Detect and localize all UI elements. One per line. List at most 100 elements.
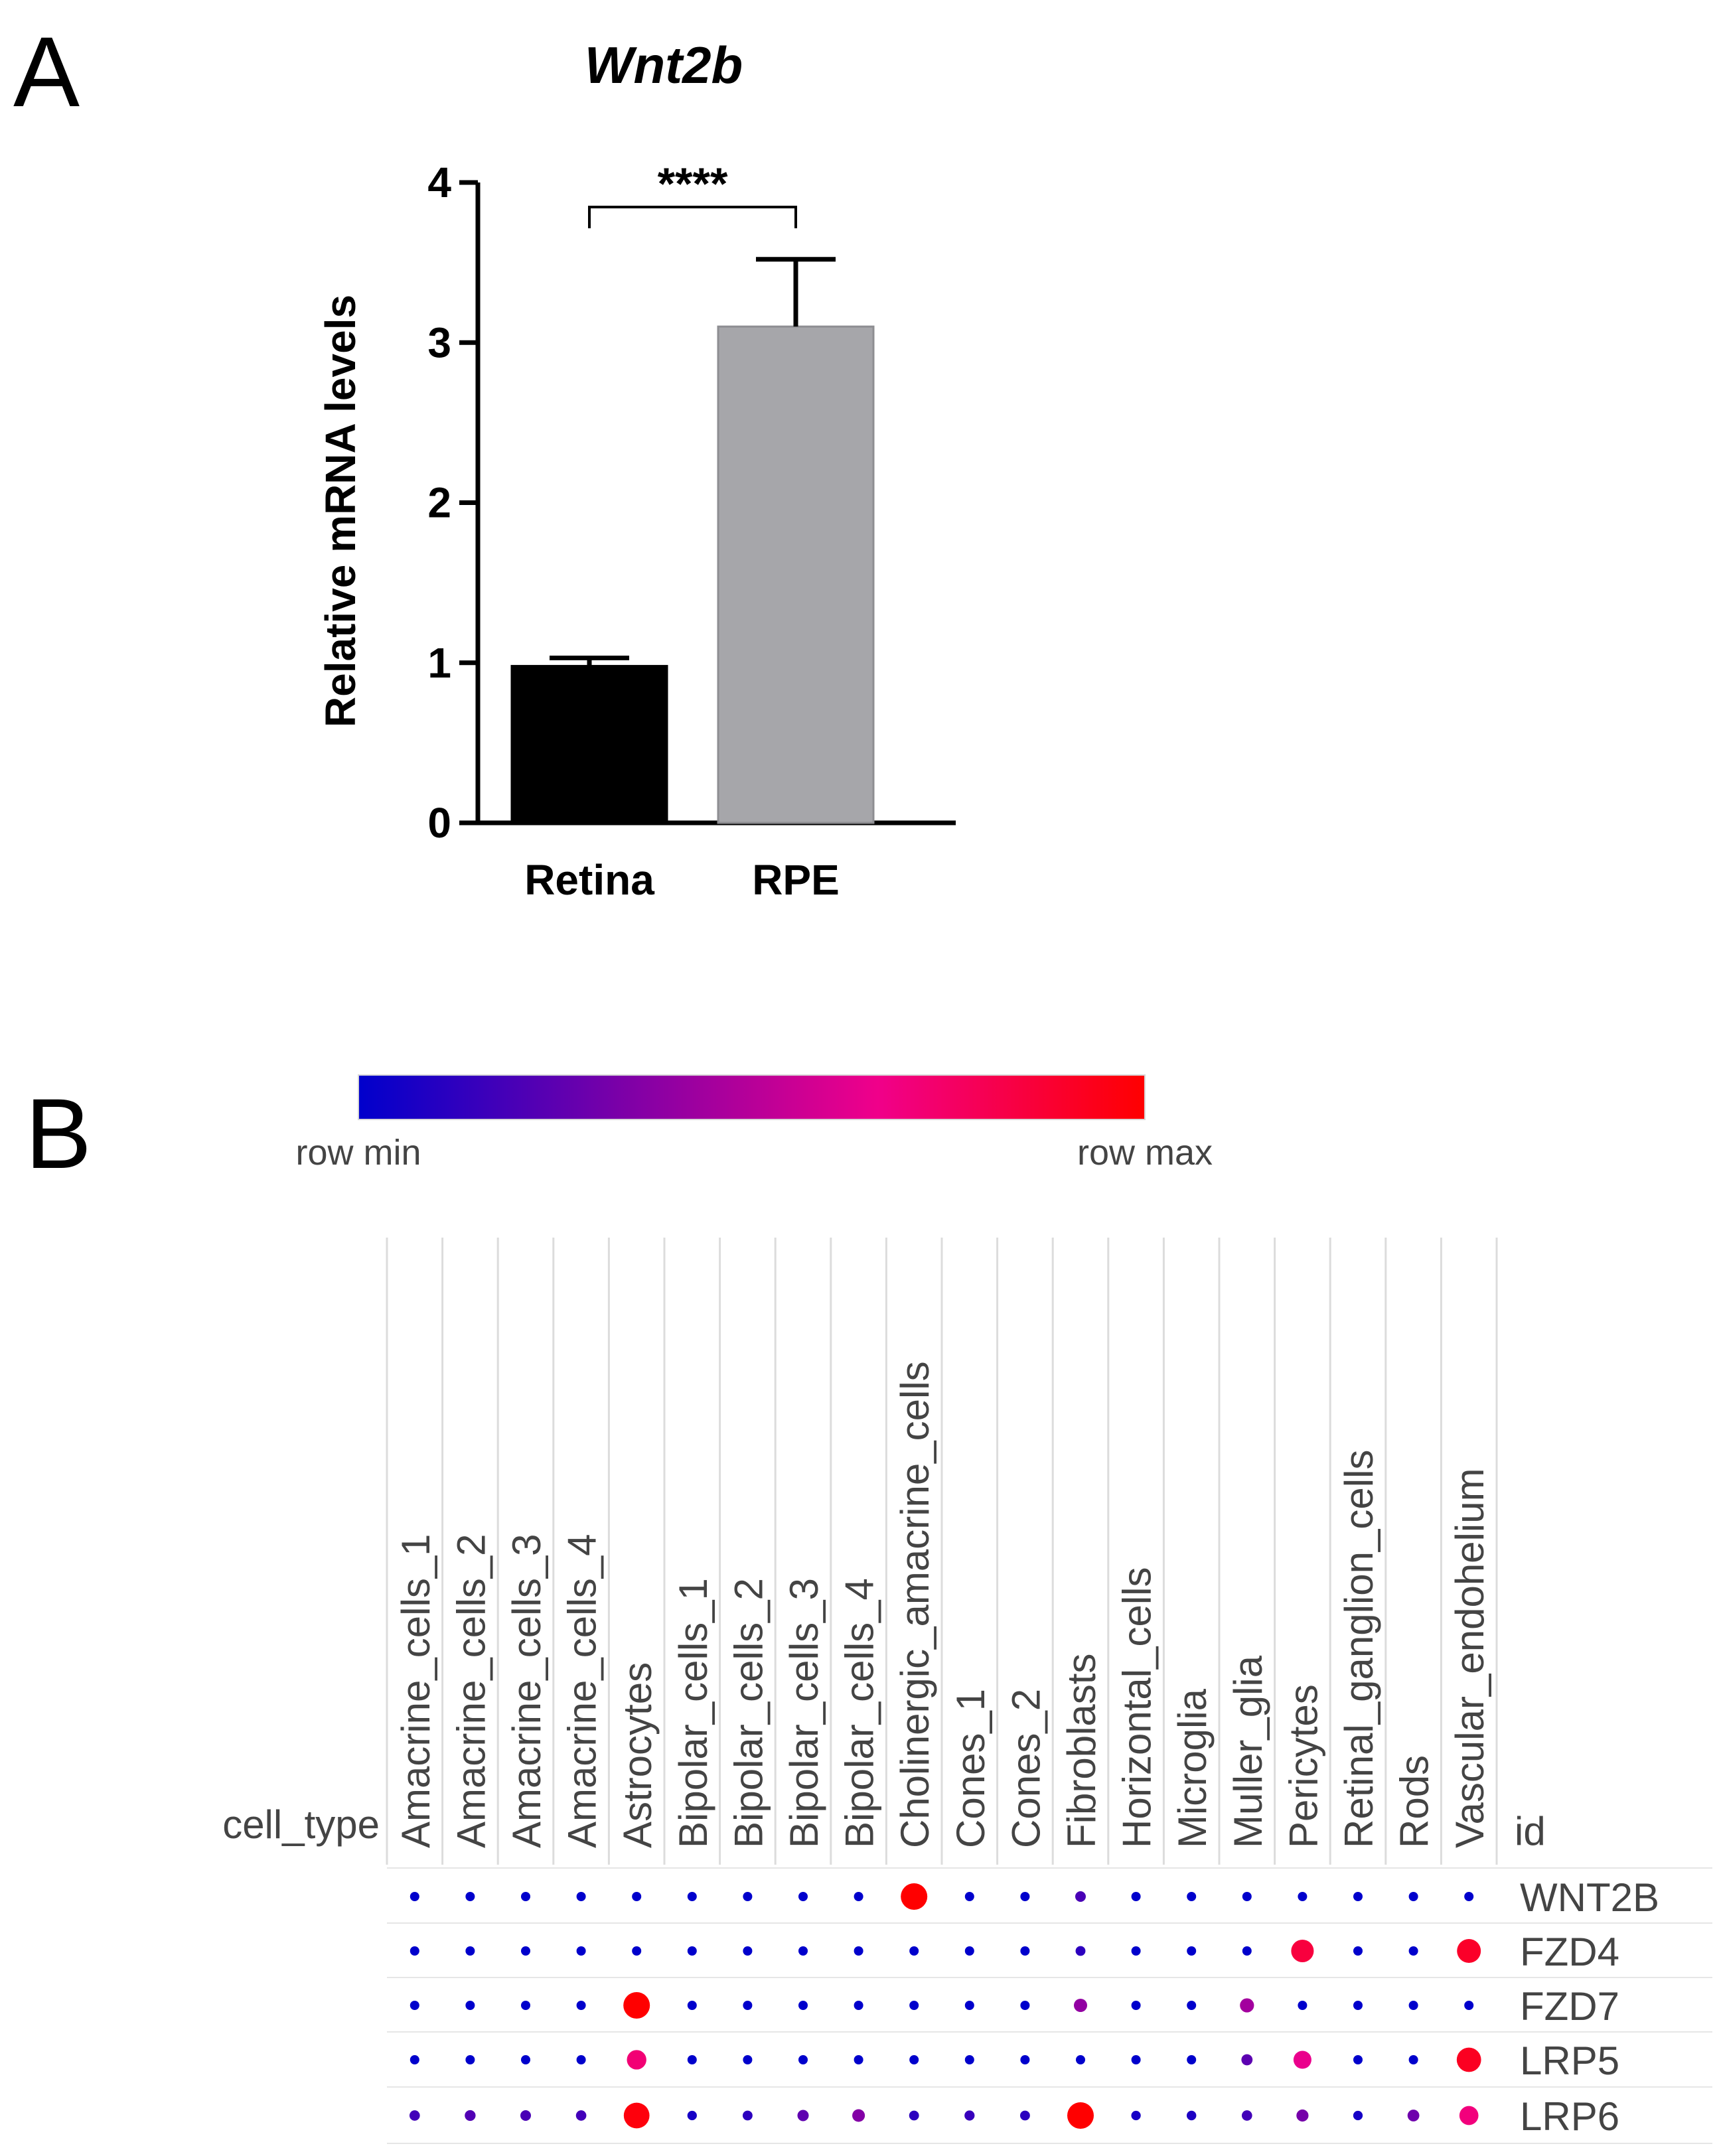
- dot-wnt2b-astrocytes: [632, 1892, 642, 1901]
- row-label: FZD4: [1520, 1930, 1619, 1974]
- significance-label: ****: [658, 159, 728, 209]
- dot-fzd4-retinal_ganglion_cells: [1353, 1946, 1363, 1956]
- dot-lrp6-bipolar_cells_1: [687, 2110, 697, 2121]
- dot-lrp6-fibroblasts: [1067, 2102, 1094, 2129]
- bar-y-tick-label: 3: [427, 319, 451, 366]
- dot-fzd7-bipolar_cells_2: [743, 2001, 753, 2010]
- bar-y-axis-label: Relative mRNA levels: [317, 295, 364, 727]
- dot-fzd7-retinal_ganglion_cells: [1353, 2001, 1363, 2010]
- bar-retina: [510, 665, 668, 824]
- column-label: Retinal_ganglion_cells: [1337, 1450, 1381, 1848]
- dot-lrp6-retinal_ganglion_cells: [1353, 2110, 1363, 2121]
- dot-fzd4-cones_1: [964, 1946, 974, 1956]
- dot-wnt2b-amacrine_cells_4: [576, 1892, 586, 1901]
- dot-fzd7-amacrine_cells_2: [465, 2001, 475, 2010]
- dot-lrp5-horizontal_cells: [1131, 2055, 1141, 2064]
- dot-fzd4-astrocytes: [632, 1946, 642, 1956]
- dot-fzd7-astrocytes: [623, 1992, 650, 2019]
- dot-fzd4-amacrine_cells_1: [410, 1946, 419, 1956]
- color-scale-bar: [358, 1074, 1146, 1120]
- column-label: Horizontal_cells: [1115, 1567, 1159, 1848]
- dot-lrp6-bipolar_cells_3: [797, 2110, 809, 2121]
- dot-lrp5-retinal_ganglion_cells: [1353, 2055, 1363, 2064]
- dot-fzd4-bipolar_cells_1: [687, 1946, 697, 1956]
- dot-fzd7-amacrine_cells_1: [410, 2001, 419, 2010]
- dot-lrp5-bipolar_cells_4: [854, 2055, 863, 2064]
- row-label: WNT2B: [1520, 1875, 1659, 1920]
- dot-lrp5-muller_glia: [1241, 2054, 1253, 2066]
- panel-b-letter: B: [25, 1078, 92, 1189]
- bar-chart-title: Wnt2b: [585, 36, 743, 94]
- dot-fzd4-bipolar_cells_3: [798, 1946, 808, 1956]
- dot-lrp6-pericytes: [1296, 2109, 1309, 2122]
- dot-wnt2b-cholinergic_amacrine_cells: [901, 1883, 928, 1910]
- dot-fzd7-rods: [1408, 2001, 1418, 2010]
- dot-wnt2b-amacrine_cells_3: [521, 1892, 530, 1901]
- bar-y-tick-label: 0: [427, 799, 451, 847]
- column-label: Cones_1: [948, 1689, 993, 1848]
- dot-fzd4-bipolar_cells_4: [854, 1946, 863, 1956]
- dot-fzd4-vascular_endohelium: [1457, 1939, 1481, 1963]
- dot-wnt2b-bipolar_cells_2: [743, 1892, 753, 1901]
- dot-fzd7-pericytes: [1298, 2001, 1308, 2010]
- dot-lrp5-microglia: [1187, 2055, 1197, 2064]
- column-label: Bipolar_cells_4: [838, 1578, 882, 1848]
- dot-lrp5-bipolar_cells_2: [743, 2055, 753, 2064]
- dot-wnt2b-bipolar_cells_4: [854, 1892, 863, 1901]
- dot-fzd7-fibroblasts: [1073, 1998, 1088, 2013]
- dot-lrp5-amacrine_cells_4: [576, 2055, 586, 2064]
- dot-fzd7-muller_glia: [1240, 1998, 1254, 2013]
- dot-fzd4-horizontal_cells: [1131, 1946, 1141, 1956]
- dot-wnt2b-amacrine_cells_2: [465, 1892, 475, 1901]
- dot-lrp6-cholinergic_amacrine_cells: [909, 2110, 919, 2121]
- column-label: Bipolar_cells_2: [726, 1578, 771, 1848]
- dot-wnt2b-muller_glia: [1242, 1892, 1252, 1901]
- dot-lrp5-amacrine_cells_1: [410, 2055, 419, 2064]
- dot-wnt2b-cones_1: [964, 1892, 974, 1901]
- dot-lrp5-cones_2: [1020, 2055, 1030, 2064]
- dot-fzd4-fibroblasts: [1075, 1946, 1086, 1956]
- column-label: Cholinergic_amacrine_cells: [893, 1361, 937, 1848]
- dot-fzd4-microglia: [1187, 1946, 1197, 1956]
- column-label: Muller_glia: [1226, 1655, 1270, 1848]
- dot-lrp6-amacrine_cells_4: [575, 2110, 587, 2121]
- dot-fzd4-muller_glia: [1242, 1946, 1252, 1956]
- dot-lrp5-astrocytes: [627, 2050, 646, 2070]
- dot-wnt2b-retinal_ganglion_cells: [1353, 1892, 1363, 1901]
- column-label: Pericytes: [1281, 1684, 1325, 1848]
- dot-fzd7-bipolar_cells_4: [854, 2001, 863, 2010]
- dot-lrp6-bipolar_cells_4: [852, 2109, 865, 2122]
- column-label: Astrocytes: [615, 1662, 660, 1848]
- column-label: Cones_2: [1004, 1689, 1048, 1848]
- dot-lrp5-cones_1: [964, 2055, 974, 2064]
- bar-y-tick-label: 2: [427, 479, 451, 527]
- dot-lrp5-bipolar_cells_1: [687, 2055, 697, 2064]
- dot-lrp5-pericytes: [1293, 2050, 1311, 2069]
- bar-x-tick-label: RPE: [752, 856, 840, 904]
- column-label: Bipolar_cells_3: [782, 1578, 826, 1848]
- dot-wnt2b-bipolar_cells_3: [798, 1892, 808, 1901]
- dot-lrp5-rods: [1408, 2055, 1418, 2064]
- column-label: Amacrine_cells_2: [449, 1534, 493, 1848]
- dot-lrp6-astrocytes: [623, 2102, 650, 2129]
- dot-wnt2b-pericytes: [1298, 1892, 1308, 1901]
- bar-rpe: [717, 325, 875, 824]
- bar-chart: 0 1 2 3 4 Retina RPE ****: [427, 159, 956, 904]
- dot-wnt2b-amacrine_cells_1: [410, 1892, 419, 1901]
- dot-wnt2b-fibroblasts: [1075, 1891, 1086, 1902]
- dot-fzd4-amacrine_cells_2: [465, 1946, 475, 1956]
- dot-wnt2b-horizontal_cells: [1131, 1892, 1141, 1901]
- color-scale-min-label: row min: [295, 1133, 421, 1173]
- dot-lrp6-microglia: [1186, 2110, 1197, 2121]
- dot-lrp6-cones_1: [964, 2110, 975, 2121]
- dot-lrp6-amacrine_cells_2: [465, 2110, 476, 2121]
- panel-b: B row min row max cell_type id Amacrine_…: [25, 1074, 1712, 2144]
- dot-lrp6-cones_2: [1019, 2110, 1030, 2121]
- dot-fzd7-bipolar_cells_3: [798, 2001, 808, 2010]
- column-label: Bipolar_cells_1: [671, 1578, 715, 1848]
- dot-lrp6-horizontal_cells: [1131, 2110, 1141, 2121]
- col-label-header: cell_type: [222, 1802, 380, 1847]
- dot-lrp6-vascular_endohelium: [1459, 2106, 1479, 2125]
- dot-lrp6-amacrine_cells_1: [409, 2110, 420, 2121]
